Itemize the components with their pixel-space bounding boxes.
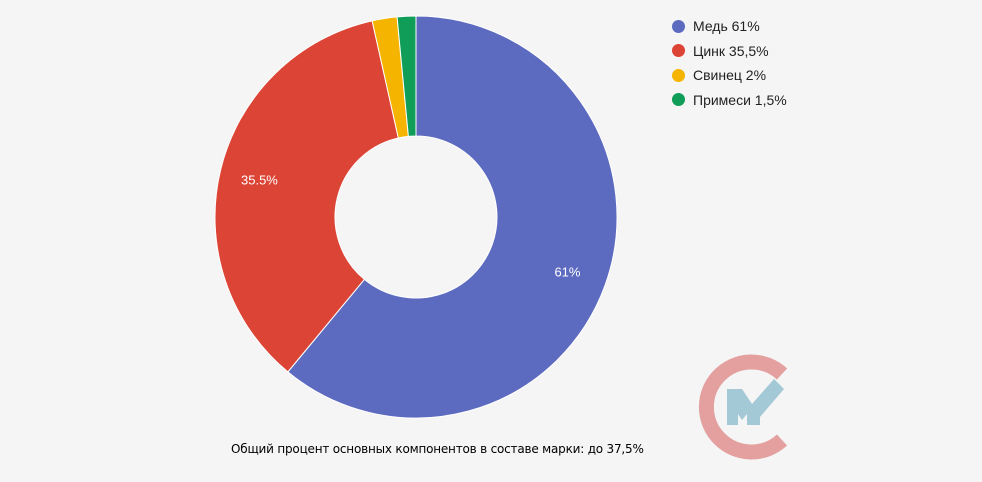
- data-label-0: 61%: [554, 265, 580, 280]
- legend-item[interactable]: Свинец 2%: [672, 63, 787, 88]
- legend-label: Цинк 35,5%: [693, 42, 769, 59]
- legend-label: Примеси 1,5%: [693, 91, 787, 108]
- legend-item[interactable]: Медь 61%: [672, 14, 787, 39]
- logo-icon: [698, 354, 788, 460]
- donut-slice-1[interactable]: [214, 20, 399, 373]
- chart-caption: Общий процент основных компонентов в сос…: [231, 442, 644, 456]
- legend: Медь 61% Цинк 35,5% Свинец 2% Примеси 1,5%: [672, 14, 787, 112]
- legend-dot-icon: [672, 19, 685, 33]
- data-label-1: 35.5%: [241, 172, 278, 187]
- donut-slice-0[interactable]: [287, 15, 618, 419]
- legend-item[interactable]: Цинк 35,5%: [672, 39, 787, 64]
- legend-dot-icon: [672, 44, 685, 58]
- donut-slice-3[interactable]: [396, 15, 417, 137]
- legend-dot-icon: [672, 68, 685, 82]
- legend-label: Медь 61%: [693, 18, 760, 35]
- legend-label: Свинец 2%: [693, 67, 767, 84]
- legend-item[interactable]: Примеси 1,5%: [672, 88, 787, 113]
- legend-dot-icon: [672, 93, 685, 107]
